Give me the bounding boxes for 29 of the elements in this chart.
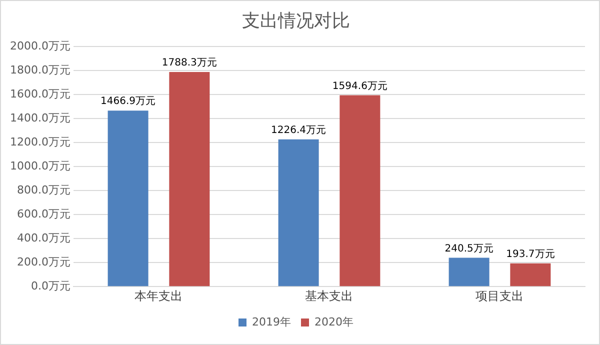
y-tick-label: 1400.0万元 [10,111,70,124]
y-tick-label: 200.0万元 [16,255,70,268]
chart-title: 支出情况对比 [242,10,350,32]
legend-label: 2019年 [252,315,292,328]
legend-label: 2020年 [314,315,354,328]
data-label: 1466.9万元 [100,96,156,108]
bar [169,72,210,286]
bar [448,258,490,286]
y-tick-label: 1800.0万元 [10,63,70,76]
y-tick-label: 600.0万元 [16,207,70,220]
data-label: 1594.6万元 [332,80,388,92]
data-label: 240.5万元 [444,243,494,254]
y-tick-label: 1200.0万元 [10,135,70,148]
y-tick-label: 1000.0万元 [10,159,70,172]
x-tick-label: 基本支出 [305,288,354,303]
data-label: 193.7万元 [506,248,555,260]
y-tick-label: 800.0万元 [16,183,70,196]
y-tick-label: 400.0万元 [16,231,70,244]
data-label: 1788.3万元 [162,58,217,69]
bar [510,263,551,286]
x-tick-label: 项目支出 [476,288,524,303]
y-tick-label: 1600.0万元 [10,87,70,100]
x-tick-label: 本年支出 [134,288,183,303]
y-tick-label: 2000.0万元 [10,39,70,52]
bar [278,139,319,286]
y-tick-label: 0.0万元 [30,279,70,292]
bar [108,110,148,286]
data-label: 1226.4万元 [271,125,326,136]
bar [340,95,380,286]
